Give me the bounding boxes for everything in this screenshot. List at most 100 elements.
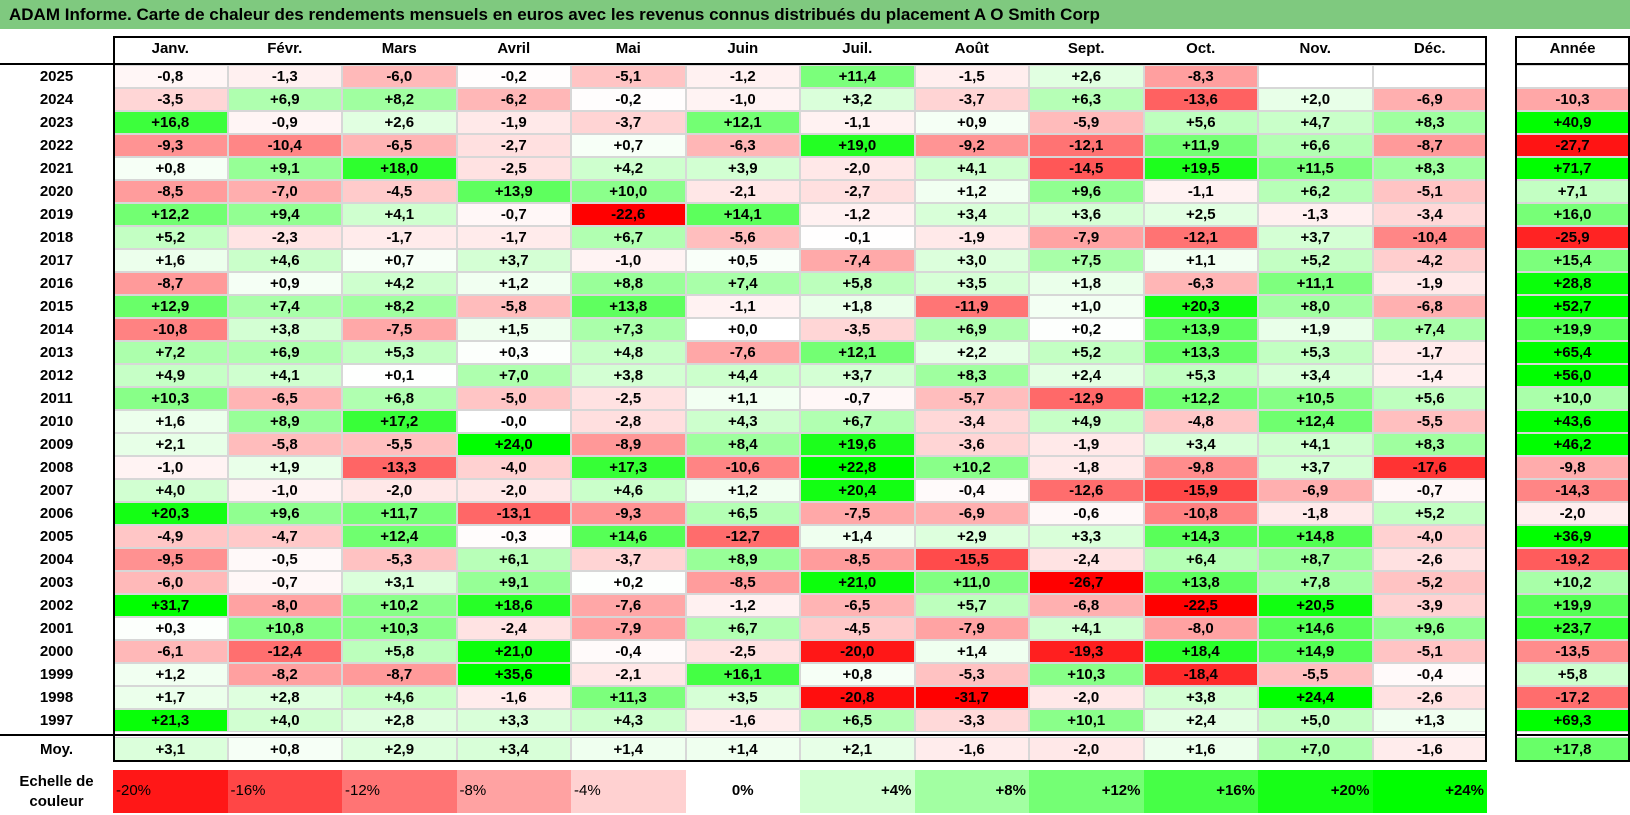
heatmap-cell: +31,7: [113, 594, 228, 617]
heatmap-cell: +5,2: [1258, 249, 1373, 272]
annual-cell: +69,3: [1515, 709, 1630, 732]
heatmap-cell: -10,4: [227, 134, 342, 157]
color-scale-swatch: +8%: [914, 770, 1029, 813]
heatmap-cell: -2,1: [571, 663, 686, 686]
heatmap-cell: +3,5: [914, 272, 1029, 295]
heatmap-cell: -1,7: [1372, 341, 1487, 364]
heatmap-cell: -6,0: [113, 571, 228, 594]
heatmap-cell: -1,3: [1258, 203, 1373, 226]
heatmap-cell: +4,1: [342, 203, 457, 226]
heatmap-cell: -0,7: [227, 571, 342, 594]
heatmap-cell: +1,3: [1372, 709, 1487, 732]
heatmap-cell: +10,5: [1258, 387, 1373, 410]
heatmap-cell: +4,2: [571, 157, 686, 180]
heatmap-cell: +1,2: [113, 663, 228, 686]
heatmap-cell: +9,1: [227, 157, 342, 180]
heatmap-cell: +3,7: [456, 249, 571, 272]
heatmap-cell: +3,4: [1143, 433, 1258, 456]
heatmap-cell: -7,4: [800, 249, 915, 272]
heatmap-cell: -0,4: [914, 479, 1029, 502]
annual-cell: +5,8: [1515, 663, 1630, 686]
heatmap-cell: +2,8: [342, 709, 457, 732]
heatmap-cell: +2,6: [342, 111, 457, 134]
row-year-label: 1998: [39, 689, 74, 706]
heatmap-cell: -12,7: [685, 525, 800, 548]
row-year-label: 2006: [39, 505, 74, 522]
heatmap-cell: +10,1: [1029, 709, 1144, 732]
heatmap-cell: +8,9: [685, 548, 800, 571]
month-header: Sept.: [1067, 40, 1105, 57]
report-title: ADAM Informe. Carte de chaleur des rende…: [0, 0, 1630, 29]
heatmap-cell: +11,0: [914, 571, 1029, 594]
heatmap-cell: -9,3: [571, 502, 686, 525]
heatmap-cell: -3,3: [914, 709, 1029, 732]
heatmap-cell: +24,0: [456, 433, 571, 456]
heatmap-cell: +8,2: [342, 295, 457, 318]
heatmap-cell: +10,2: [914, 456, 1029, 479]
heatmap-cell: -1,2: [685, 594, 800, 617]
heatmap-cell: -15,5: [914, 548, 1029, 571]
heatmap-cell: -8,0: [227, 594, 342, 617]
annual-cell: +52,7: [1515, 295, 1630, 318]
heatmap-cell: -8,2: [227, 663, 342, 686]
heatmap-cell: +7,2: [113, 341, 228, 364]
heatmap-cell: +3,4: [1258, 364, 1373, 387]
color-scale-swatch: -8%: [456, 770, 571, 813]
heatmap-cell: +0,9: [914, 111, 1029, 134]
heatmap-cell: -5,3: [914, 663, 1029, 686]
heatmap-cell: -6,8: [1372, 295, 1487, 318]
heatmap-cell: +5,3: [1143, 364, 1258, 387]
heatmap-cell: -1,0: [685, 88, 800, 111]
heatmap-cell: +10,2: [342, 594, 457, 617]
average-separator-line: [1515, 734, 1630, 736]
heatmap-cell: +12,1: [685, 111, 800, 134]
annual-cell: +71,7: [1515, 157, 1630, 180]
heatmap-cell: -8,5: [800, 548, 915, 571]
heatmap-cell: -8,9: [571, 433, 686, 456]
heatmap-cell: +11,4: [800, 65, 915, 88]
heatmap-cell: -4,7: [227, 525, 342, 548]
heatmap-cell: +4,6: [571, 479, 686, 502]
month-header: Févr.: [267, 40, 303, 57]
annual-cell: +46,2: [1515, 433, 1630, 456]
heatmap-cell: -9,2: [914, 134, 1029, 157]
heatmap-cell: +6,5: [685, 502, 800, 525]
heatmap-cell: -2,7: [800, 180, 915, 203]
row-year-label: 2014: [39, 321, 74, 338]
heatmap-cell: -0,0: [456, 410, 571, 433]
heatmap-cell: +14,6: [1258, 617, 1373, 640]
heatmap-cell: +13,9: [456, 180, 571, 203]
heatmap-cell: -15,9: [1143, 479, 1258, 502]
heatmap-cell: -10,6: [685, 456, 800, 479]
heatmap-cell: -14,5: [1029, 157, 1144, 180]
heatmap-cell: +3,8: [1143, 686, 1258, 709]
heatmap-cell: +1,0: [1029, 295, 1144, 318]
heatmap-cell: +4,9: [113, 364, 228, 387]
heatmap-cell: +3,3: [1029, 525, 1144, 548]
row-year-label: 2016: [39, 275, 74, 292]
heatmap-cell: -6,2: [456, 88, 571, 111]
heatmap-cell: +8,8: [571, 272, 686, 295]
heatmap-cell: +6,8: [342, 387, 457, 410]
heatmap-cell: +6,6: [1258, 134, 1373, 157]
heatmap-cell: -8,0: [1143, 617, 1258, 640]
heatmap-cell: +0,3: [456, 341, 571, 364]
heatmap-cell: +17,3: [571, 456, 686, 479]
heatmap-cell: +20,3: [1143, 295, 1258, 318]
heatmap-cell: +5,3: [342, 341, 457, 364]
average-cell: +1,4: [571, 737, 686, 762]
heatmap-cell: -7,5: [800, 502, 915, 525]
heatmap-cell: +13,3: [1143, 341, 1258, 364]
heatmap-cell: -22,5: [1143, 594, 1258, 617]
heatmap-cell: +4,1: [1258, 433, 1373, 456]
heatmap-cell: +3,7: [1258, 226, 1373, 249]
heatmap-cell: +4,9: [1029, 410, 1144, 433]
heatmap-cell: +6,7: [800, 410, 915, 433]
heatmap-cell: -1,9: [1372, 272, 1487, 295]
heatmap-cell: +13,8: [1143, 571, 1258, 594]
heatmap-cell: +2,1: [113, 433, 228, 456]
heatmap-cell: +24,4: [1258, 686, 1373, 709]
row-year-label: 2013: [39, 344, 74, 361]
average-cell: -2,0: [1029, 737, 1144, 762]
annual-cell: +10,2: [1515, 571, 1630, 594]
